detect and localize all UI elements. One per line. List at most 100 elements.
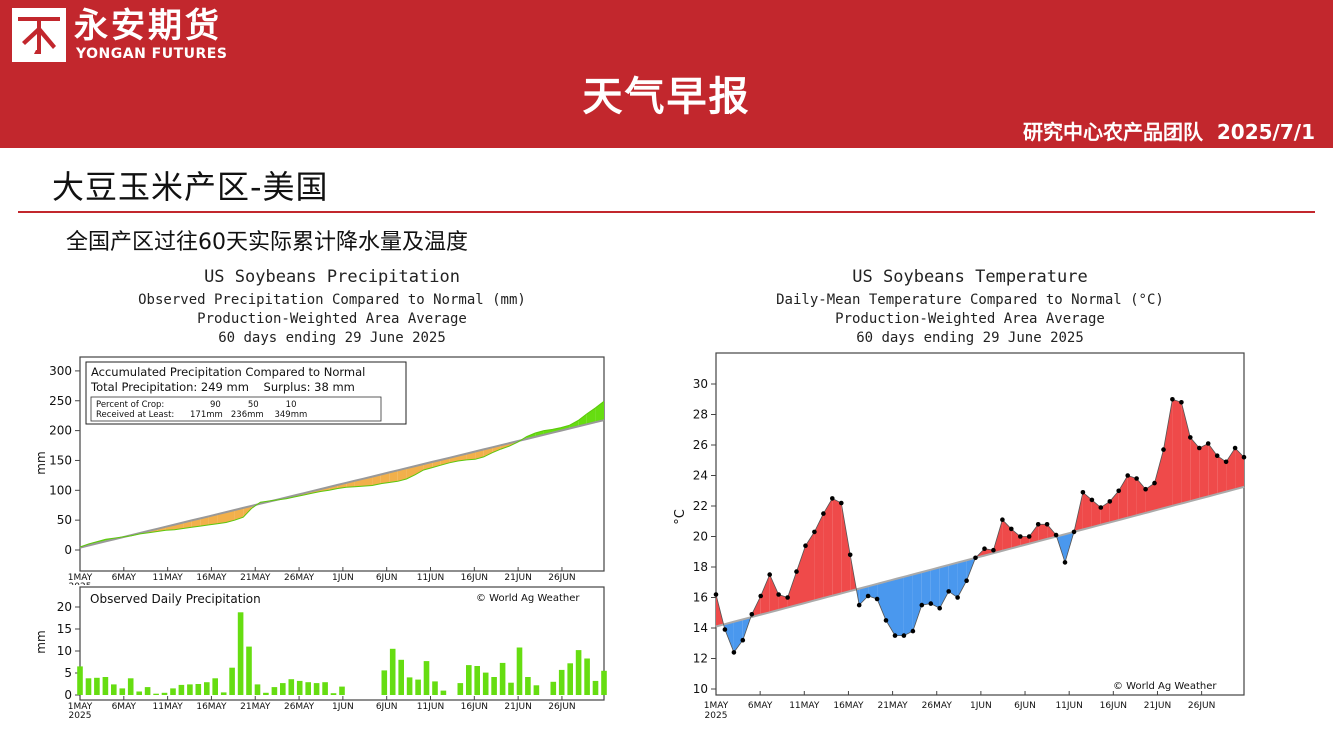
temp-point xyxy=(883,618,889,623)
temp-point xyxy=(910,628,916,634)
temp-title: US Soybeans Temperature xyxy=(852,267,1088,287)
precip-bar xyxy=(567,663,573,695)
precip-bar xyxy=(127,678,134,695)
temp-point xyxy=(821,511,826,516)
temp-point xyxy=(874,596,880,602)
header-banner xyxy=(0,0,1333,148)
warm-anomaly-area xyxy=(805,531,815,603)
deficit-area xyxy=(372,474,381,486)
precip-bar xyxy=(161,692,168,695)
y-tick-label: 30 xyxy=(693,377,708,391)
y-tick-label: 28 xyxy=(693,408,708,422)
precip-bar xyxy=(508,682,514,695)
deficit-area xyxy=(380,472,390,484)
precip-bar xyxy=(516,647,523,695)
precip-bar xyxy=(136,691,142,695)
x-tick-label: 26JUN xyxy=(548,573,575,583)
deficit-area xyxy=(389,470,398,483)
x-tick-label: 6MAY xyxy=(112,702,137,712)
cool-anomaly-area xyxy=(930,567,940,609)
cool-anomaly-area xyxy=(733,619,743,653)
x-tick-label: 1MAY xyxy=(704,701,729,711)
warm-anomaly-area xyxy=(1154,449,1164,511)
x-tick-label: 11JUN xyxy=(417,573,444,583)
precip-bar xyxy=(85,678,92,695)
precip-bar xyxy=(220,692,227,695)
y-tick-label: 16 xyxy=(693,591,708,605)
precip-bar xyxy=(322,682,328,695)
precip-title: US Soybeans Precipitation xyxy=(204,267,460,287)
x-tick-label: 16JUN xyxy=(1100,701,1127,711)
warm-anomaly-area xyxy=(832,498,842,596)
precip-bar xyxy=(601,670,607,695)
y-tick-label: 100 xyxy=(49,483,72,497)
y-tick-label: 20 xyxy=(57,600,72,614)
year-label: 2025 xyxy=(705,711,728,721)
precip-bar xyxy=(204,682,210,695)
page-title: 天气早报 xyxy=(582,74,751,120)
section-divider xyxy=(18,211,1315,213)
x-tick-label: 11MAY xyxy=(153,702,184,712)
y-axis-label: mm xyxy=(34,451,48,474)
x-tick-label: 11MAY xyxy=(789,701,820,711)
x-tick-label: 26JUN xyxy=(548,702,575,712)
observed-line xyxy=(79,400,605,548)
x-tick-label: 6MAY xyxy=(748,701,773,711)
x-tick-label: 6JUN xyxy=(376,702,398,712)
warm-anomaly-area xyxy=(1127,475,1137,518)
precip-bar xyxy=(153,693,159,695)
surplus-area xyxy=(578,413,587,427)
precip-bar xyxy=(288,679,295,695)
temp-point xyxy=(1205,441,1211,446)
temp-point xyxy=(713,592,719,597)
received-values: 171mm 236mm 349mm xyxy=(190,410,307,420)
observed-line xyxy=(715,398,1245,654)
y-tick-label: 12 xyxy=(693,652,708,666)
temp-point xyxy=(722,627,728,632)
temp-point xyxy=(1188,435,1193,440)
precip-bar xyxy=(440,690,447,695)
cool-anomaly-area xyxy=(939,565,949,609)
deficit-area xyxy=(217,512,226,524)
precip-bar xyxy=(246,646,252,695)
x-tick-label: 6MAY xyxy=(112,573,137,583)
temp-point xyxy=(1044,522,1050,527)
team-date: 研究中心农产品团队 2025/7/1 xyxy=(1022,120,1315,144)
temp-point xyxy=(964,578,969,583)
temp-point xyxy=(1000,517,1005,522)
precip-bar xyxy=(313,683,320,695)
yongan-logo-icon xyxy=(12,8,66,62)
temp-point xyxy=(901,633,907,638)
precip-bar xyxy=(533,685,540,695)
deficit-area xyxy=(397,468,407,482)
warm-anomaly-area xyxy=(1199,443,1209,499)
warm-anomaly-area xyxy=(1181,402,1191,504)
x-tick-label: 6JUN xyxy=(1014,701,1036,711)
precip-bar xyxy=(491,677,497,695)
x-tick-label: 16JUN xyxy=(461,702,488,712)
daily-precip-chart: 0 5 10 15 20 mm 1MAY 6MAY 11MAY 16MAY 21MAY 26MAY 1J… xyxy=(34,586,607,721)
precip-bar xyxy=(102,677,109,695)
deficit-area xyxy=(415,464,424,475)
precip-bar xyxy=(94,677,100,695)
warm-anomaly-area xyxy=(1208,443,1218,497)
precip-bar xyxy=(525,677,531,695)
temp-point xyxy=(1241,454,1247,460)
precip-bar xyxy=(432,681,438,695)
y-tick-label: 250 xyxy=(49,394,72,408)
warm-anomaly-area xyxy=(1109,490,1119,523)
temp-point xyxy=(785,595,790,600)
temp-point xyxy=(749,612,755,617)
precip-bar xyxy=(263,692,269,695)
percent-crop-values: 90 50 10 xyxy=(210,400,297,410)
precip-bar xyxy=(499,662,506,695)
precip-bar xyxy=(195,684,202,695)
temp-point xyxy=(1223,459,1229,465)
temp-point xyxy=(1170,397,1175,402)
precip-bar xyxy=(575,650,582,695)
received-label: Received at Least: xyxy=(96,410,174,420)
precip-bar xyxy=(381,670,388,695)
cool-anomaly-area xyxy=(957,560,967,598)
precip-bar xyxy=(482,672,489,695)
x-tick-label: 16JUN xyxy=(461,573,488,583)
